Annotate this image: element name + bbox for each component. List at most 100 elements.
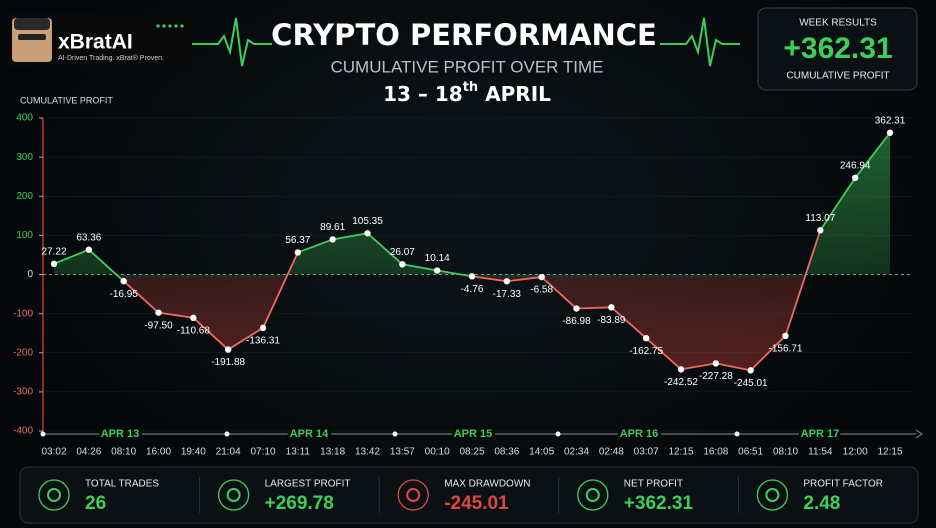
x-tick-label: 12:15 bbox=[668, 447, 693, 458]
stats-bar bbox=[19, 466, 919, 524]
value-label: 63.36 bbox=[76, 232, 101, 243]
x-tick-label: 08:10 bbox=[111, 447, 136, 458]
title: CRYPTO PERFORMANCE bbox=[271, 18, 657, 52]
x-tick-label: 21:04 bbox=[216, 447, 241, 458]
line-segment bbox=[297, 238, 333, 254]
line-segment bbox=[227, 327, 264, 351]
value-label: -17.33 bbox=[493, 289, 522, 300]
value-label: -227.28 bbox=[699, 371, 733, 382]
point bbox=[642, 334, 650, 342]
point bbox=[538, 273, 545, 281]
point bbox=[677, 366, 685, 373]
y-tick-label: -400 bbox=[13, 426, 33, 437]
area-negative bbox=[119, 277, 805, 371]
x-tick-label: 12:15 bbox=[877, 447, 902, 458]
stat-label: NET PROFIT bbox=[624, 479, 683, 490]
stat-label: TOTAL TRADES bbox=[85, 479, 159, 490]
axis-origin bbox=[40, 431, 46, 437]
day-separator bbox=[392, 431, 398, 437]
stat-icon-core bbox=[765, 488, 780, 502]
x-tick-label: 19:40 bbox=[181, 447, 206, 458]
value-label: -191.88 bbox=[211, 357, 245, 368]
date-suffix: th bbox=[463, 80, 478, 95]
x-tick-label: 13:11 bbox=[286, 447, 311, 458]
value-label: -4.76 bbox=[461, 284, 484, 295]
y-tick-label: -100 bbox=[13, 308, 33, 319]
x-tick-label: 08:36 bbox=[494, 447, 519, 458]
heartbeat-right bbox=[660, 17, 740, 67]
value-label: 113.07 bbox=[805, 213, 835, 224]
value-label: -156.71 bbox=[769, 343, 803, 354]
point bbox=[817, 227, 824, 234]
week-results-caption: CUMULATIVE PROFIT bbox=[786, 71, 889, 82]
value-label: -162.75 bbox=[629, 346, 663, 357]
x-tick-label: 08:25 bbox=[459, 447, 484, 458]
date-days: 13 – 18 bbox=[383, 82, 463, 106]
week-results-label: WEEK RESULTS bbox=[799, 18, 877, 29]
stat-icon bbox=[397, 479, 429, 511]
x-tick-label: 03:02 bbox=[41, 447, 66, 458]
line-segment bbox=[784, 229, 822, 337]
value-label: -86.98 bbox=[562, 316, 591, 327]
stat-label: PROFIT FACTOR bbox=[803, 479, 883, 490]
day-label: APR 13 bbox=[101, 428, 140, 440]
x-tick-label: 02:34 bbox=[564, 447, 589, 458]
value-label: 27.22 bbox=[41, 246, 66, 257]
line-segment bbox=[437, 269, 473, 278]
x-tick-label: 16:08 bbox=[703, 447, 728, 458]
y-tick-label: -300 bbox=[13, 387, 33, 398]
point bbox=[399, 261, 406, 268]
line-segment bbox=[645, 337, 682, 371]
point bbox=[364, 230, 371, 237]
line-segment bbox=[506, 276, 542, 283]
value-label: 10.14 bbox=[425, 253, 450, 264]
stat-icon-core bbox=[585, 488, 600, 502]
point bbox=[503, 278, 511, 285]
point bbox=[50, 260, 58, 268]
stat-icon bbox=[38, 479, 70, 511]
stat-icon-core bbox=[226, 488, 241, 502]
y-axis-label: CUMULATIVE PROFIT bbox=[20, 95, 113, 105]
stat-icon-core bbox=[406, 488, 421, 502]
line-segment bbox=[88, 249, 125, 282]
stat-label: LARGEST PROFIT bbox=[265, 479, 351, 490]
brand: xBratAI bbox=[58, 31, 133, 54]
x-tick-label: 00:10 bbox=[425, 447, 450, 458]
line-segment bbox=[192, 317, 229, 351]
y-tick-label: -200 bbox=[13, 347, 33, 358]
value-label: -136.31 bbox=[246, 335, 280, 346]
point bbox=[224, 346, 232, 353]
x-tick-label: 16:00 bbox=[146, 447, 171, 458]
x-tick-label: 08:10 bbox=[773, 447, 798, 458]
stat-icon bbox=[217, 479, 250, 511]
stat-value: 2.48 bbox=[803, 493, 840, 514]
line-segment bbox=[715, 362, 751, 372]
point bbox=[120, 277, 127, 285]
value-label: 89.61 bbox=[320, 222, 345, 233]
stat-value: -245.01 bbox=[444, 493, 509, 514]
line-segment bbox=[471, 275, 507, 283]
value-label: 56.37 bbox=[285, 235, 310, 246]
value-label: 362.31 bbox=[875, 115, 906, 126]
week-results-box bbox=[757, 7, 918, 91]
date-month: APRIL bbox=[478, 82, 551, 106]
day-label: APR 15 bbox=[454, 428, 493, 440]
line-segment bbox=[262, 252, 299, 329]
line-segment bbox=[541, 276, 578, 310]
value-label: 105.35 bbox=[352, 216, 383, 227]
heartbeat-left bbox=[192, 17, 272, 67]
x-tick-label: 11:54 bbox=[808, 447, 833, 458]
y-tick-label: 0 bbox=[27, 269, 33, 280]
x-tick-label: 13:42 bbox=[355, 447, 380, 458]
value-label: -242.52 bbox=[664, 377, 698, 388]
value-label: -83.89 bbox=[597, 315, 626, 326]
y-tick-label: 400 bbox=[16, 113, 33, 124]
x-tick-label: 02:48 bbox=[599, 447, 624, 458]
x-tick-label: 06:51 bbox=[738, 447, 763, 458]
stat-value: +269.78 bbox=[265, 493, 334, 514]
value-label: -6.58 bbox=[530, 285, 553, 296]
line-segment bbox=[53, 248, 90, 265]
date-range: 13 – 18th APRIL bbox=[383, 80, 551, 106]
y-tick-label: 200 bbox=[16, 191, 33, 202]
line-segment bbox=[366, 232, 403, 265]
